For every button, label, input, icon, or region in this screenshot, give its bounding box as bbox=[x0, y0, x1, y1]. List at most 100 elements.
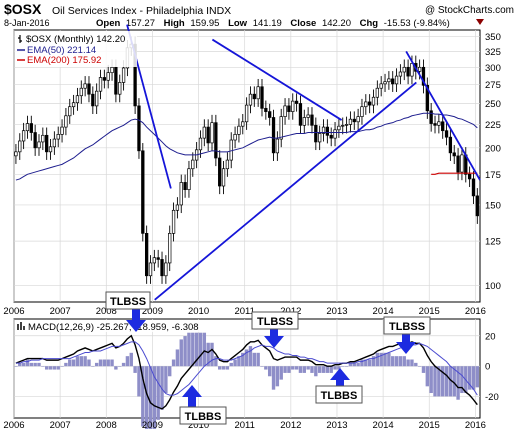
date-axis-tick-label: 2010 bbox=[188, 306, 209, 317]
candle-body bbox=[221, 168, 226, 187]
candle-body bbox=[148, 262, 153, 277]
chart-date: 8-Jan-2016 bbox=[4, 18, 50, 28]
macd-histogram-bar bbox=[198, 332, 203, 367]
candle-body bbox=[398, 71, 403, 77]
macd-histogram-bar bbox=[387, 352, 391, 367]
date-axis-tick-label: 2008 bbox=[96, 306, 117, 317]
macd-histogram-bar bbox=[333, 366, 337, 370]
candle-body bbox=[437, 121, 441, 126]
price-panel bbox=[13, 29, 481, 303]
candle-body bbox=[164, 262, 168, 277]
candle-body bbox=[98, 77, 103, 92]
candle-body bbox=[25, 123, 30, 132]
macd-histogram-bar bbox=[129, 352, 133, 367]
macd-histogram-bar bbox=[279, 366, 283, 380]
macd-histogram-bar bbox=[402, 356, 406, 367]
legend-ema200: EMA(200) 175.92 bbox=[27, 55, 101, 66]
candle-body bbox=[314, 124, 318, 143]
candle-body bbox=[241, 121, 245, 127]
macd-histogram-bar bbox=[256, 352, 260, 367]
candle-body bbox=[225, 159, 230, 170]
ohlc-legend-icon bbox=[18, 35, 22, 43]
candle-body bbox=[375, 87, 379, 98]
candle-body bbox=[448, 136, 453, 154]
price-axis-tick-label: 200 bbox=[485, 143, 501, 154]
high-value: 159.95 bbox=[190, 18, 219, 29]
annotation-label: TLBSS bbox=[389, 321, 425, 333]
candle-body bbox=[294, 100, 299, 104]
macd-histogram-bar bbox=[437, 366, 441, 397]
trendline bbox=[405, 50, 481, 181]
candle-body bbox=[360, 106, 364, 117]
down-triangle-icon bbox=[476, 19, 484, 25]
arrow-up-icon bbox=[182, 385, 202, 409]
macd-histogram-bar bbox=[417, 366, 422, 367]
candle-body bbox=[467, 173, 472, 180]
candle-body bbox=[421, 66, 426, 86]
macd-histogram-bar bbox=[306, 366, 310, 370]
date-axis-tick-label: 2009 bbox=[142, 420, 163, 429]
candle-body bbox=[252, 93, 256, 100]
candle-body bbox=[87, 83, 91, 95]
macd-histogram-bar bbox=[102, 359, 107, 367]
macd-histogram-bar bbox=[14, 366, 18, 367]
candle-body bbox=[364, 101, 368, 108]
macd-histogram-bar bbox=[321, 366, 326, 373]
candle-body bbox=[344, 124, 349, 126]
macd-histogram-bar bbox=[37, 362, 41, 367]
macd-histogram-bar bbox=[241, 352, 245, 367]
candle-body bbox=[368, 101, 372, 106]
macd-histogram-bar bbox=[160, 366, 164, 410]
macd-histogram-bar bbox=[425, 366, 430, 387]
date-axis-tick-label: 2010 bbox=[188, 420, 209, 429]
macd-histogram-bar bbox=[187, 332, 191, 367]
annotation-label: TLBSS bbox=[257, 316, 293, 328]
candle-body bbox=[410, 63, 414, 77]
date-axis-tick-label: 2015 bbox=[419, 306, 440, 317]
candle-body bbox=[60, 126, 64, 135]
close-value: 142.20 bbox=[322, 18, 351, 29]
candle-body bbox=[452, 152, 456, 157]
price-axis-tick-label: 325 bbox=[485, 47, 501, 58]
candle-body bbox=[48, 146, 53, 153]
macd-histogram-bar bbox=[221, 366, 226, 370]
candle-body bbox=[237, 125, 241, 135]
macd-histogram-bar bbox=[398, 356, 403, 367]
macd-histogram-bar bbox=[348, 362, 353, 367]
candle-body bbox=[429, 110, 433, 124]
macd-histogram-bar bbox=[75, 356, 80, 367]
chart-copyright: @ StockCharts.com bbox=[425, 5, 514, 16]
macd-histogram-bar bbox=[114, 366, 118, 370]
trendline bbox=[154, 81, 417, 301]
macd-histogram-bar bbox=[94, 362, 99, 367]
candle-body bbox=[337, 125, 341, 131]
candle-body bbox=[471, 178, 476, 197]
macd-histogram-bar bbox=[218, 366, 222, 370]
macd-histogram-bar bbox=[91, 366, 95, 367]
macd-histogram-bar bbox=[137, 366, 141, 397]
macd-axis: -20 0 20 bbox=[485, 331, 499, 403]
annotation-label: TLBBS bbox=[185, 411, 222, 423]
candle-body bbox=[348, 118, 353, 125]
price-axis-tick-label: 300 bbox=[485, 63, 501, 74]
candle-body bbox=[333, 129, 337, 139]
macd-histogram-bar bbox=[141, 366, 145, 427]
macd-histogram-bar bbox=[337, 366, 341, 370]
candle-body bbox=[387, 78, 391, 83]
chg-value: -15.53 (-9.84%) bbox=[384, 18, 450, 29]
low-label: Low bbox=[228, 18, 248, 29]
candle-body bbox=[379, 83, 383, 89]
candle-body bbox=[71, 102, 76, 108]
macd-legend-icon bbox=[17, 322, 25, 330]
arrow-down-icon bbox=[396, 334, 416, 354]
price-legend: $OSX (Monthly) 142.20 EMA(50) 221.14 EMA… bbox=[15, 31, 137, 67]
candle-body bbox=[233, 134, 237, 141]
macd-histogram-bar bbox=[68, 359, 72, 367]
candle-body bbox=[214, 122, 218, 159]
macd-histogram-bar bbox=[433, 366, 437, 397]
macd-histogram-bar bbox=[364, 359, 368, 367]
macd-histogram-bar bbox=[448, 366, 453, 397]
date-axis-tick-label: 2013 bbox=[326, 306, 347, 317]
macd-histogram-bar bbox=[429, 366, 433, 394]
macd-histogram-bar bbox=[471, 366, 476, 390]
